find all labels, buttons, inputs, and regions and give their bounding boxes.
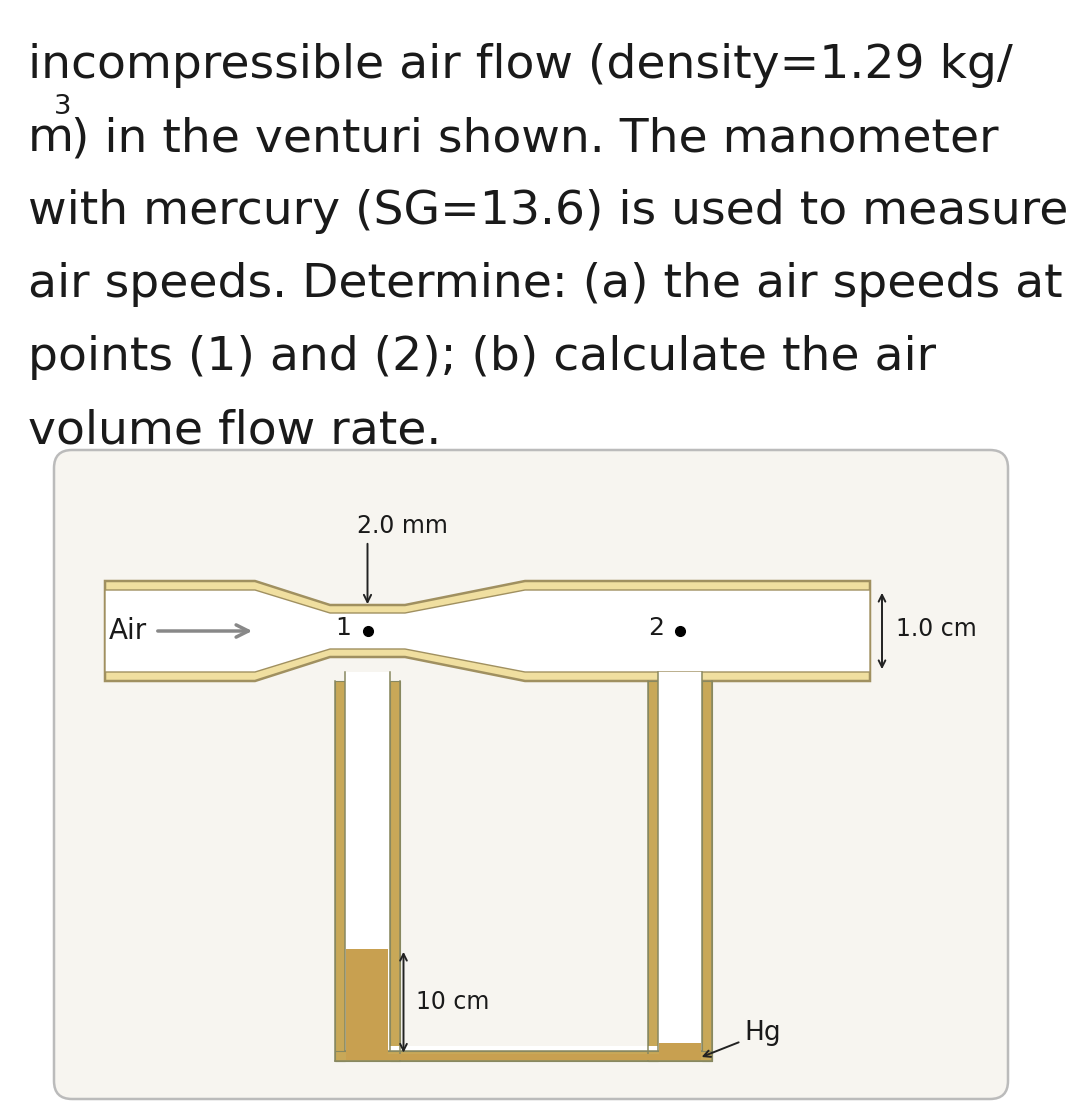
Polygon shape bbox=[105, 581, 870, 681]
Text: 2: 2 bbox=[648, 615, 664, 640]
Bar bbox=[347, 1053, 700, 1060]
Bar bbox=[336, 681, 346, 1061]
Text: ) in the venturi shown. The manometer: ) in the venturi shown. The manometer bbox=[71, 116, 999, 161]
Bar bbox=[346, 672, 390, 1051]
Bar bbox=[659, 1043, 701, 1060]
Text: 3: 3 bbox=[54, 94, 71, 120]
FancyBboxPatch shape bbox=[54, 450, 1008, 1099]
Text: volume flow rate.: volume flow rate. bbox=[28, 408, 442, 453]
Text: 1.0 cm: 1.0 cm bbox=[896, 617, 976, 641]
Text: air speeds. Determine: (a) the air speeds at: air speeds. Determine: (a) the air speed… bbox=[28, 263, 1063, 307]
Bar bbox=[336, 1051, 712, 1061]
Text: 2.0 mm: 2.0 mm bbox=[357, 514, 448, 538]
Text: 10 cm: 10 cm bbox=[416, 990, 489, 1015]
Bar bbox=[702, 681, 712, 1061]
Bar bbox=[347, 949, 389, 1060]
Text: Hg: Hg bbox=[703, 1020, 781, 1057]
Bar bbox=[658, 672, 702, 1051]
Bar bbox=[346, 1046, 702, 1051]
Text: m: m bbox=[28, 116, 75, 161]
Text: 1: 1 bbox=[336, 615, 351, 640]
Text: with mercury (SG=13.6) is used to measure: with mercury (SG=13.6) is used to measur… bbox=[28, 189, 1068, 234]
Polygon shape bbox=[105, 590, 870, 672]
Text: incompressible air flow (density=1.29 kg/: incompressible air flow (density=1.29 kg… bbox=[28, 43, 1013, 88]
Bar bbox=[390, 681, 400, 1061]
Bar bbox=[648, 681, 658, 1061]
Text: Air: Air bbox=[109, 617, 147, 645]
Text: points (1) and (2); (b) calculate the air: points (1) and (2); (b) calculate the ai… bbox=[28, 335, 936, 381]
